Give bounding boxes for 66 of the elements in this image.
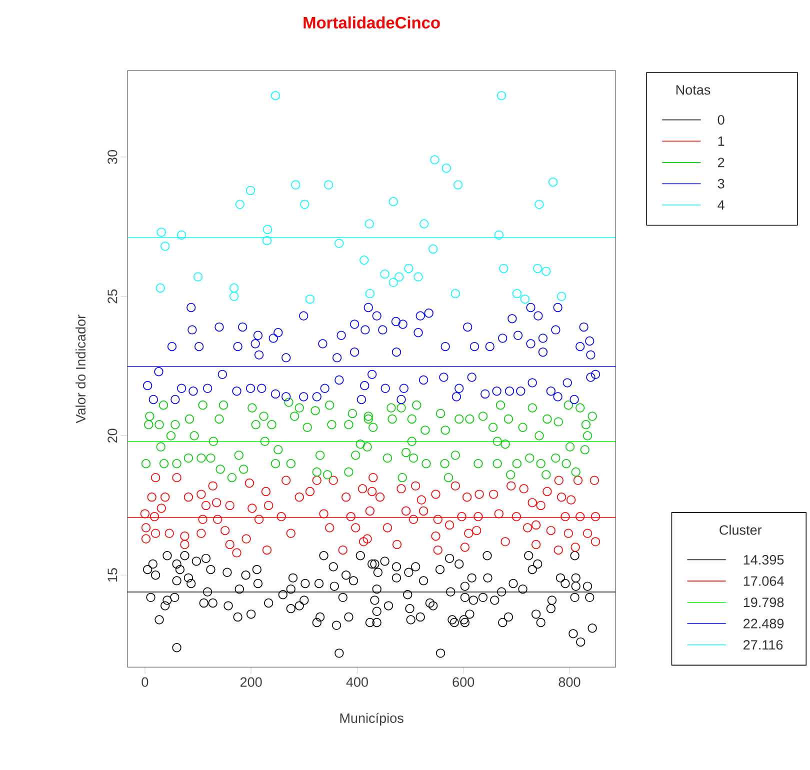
legend-title: Notas	[676, 85, 710, 95]
point	[193, 272, 203, 282]
point	[291, 180, 300, 190]
y-tick-label: 20	[108, 428, 118, 443]
text: Cluster	[720, 525, 762, 536]
point	[364, 220, 374, 229]
legend-label: 14.395	[744, 555, 784, 565]
legend-label: 2	[718, 158, 724, 168]
point	[305, 294, 315, 304]
x-tick-label: 400	[346, 677, 368, 688]
legend-label: 3	[718, 179, 724, 189]
point	[160, 242, 170, 251]
point	[246, 186, 256, 196]
point	[229, 284, 239, 293]
y-tick-label: 15	[108, 568, 118, 582]
point	[534, 200, 544, 210]
point	[300, 200, 310, 210]
point	[360, 256, 369, 265]
point	[450, 289, 460, 298]
point	[156, 284, 165, 293]
y-tick-label: 30	[108, 150, 118, 164]
point	[548, 178, 558, 187]
point	[512, 289, 522, 298]
point	[499, 264, 508, 274]
point	[262, 225, 272, 234]
legend-label: 4	[718, 200, 724, 210]
legend-label: 19.798	[744, 598, 784, 608]
point	[365, 289, 375, 298]
point	[235, 200, 245, 210]
point	[419, 220, 429, 229]
legend-label: 0	[718, 115, 724, 125]
point	[520, 294, 530, 304]
point	[156, 228, 166, 238]
point	[324, 180, 334, 190]
point	[430, 155, 440, 165]
point	[556, 292, 566, 302]
point	[494, 230, 504, 240]
legend-label: 22.489	[744, 619, 784, 629]
legend-label: 17.064	[744, 576, 784, 586]
x-tick-label: 0	[142, 677, 148, 688]
point	[270, 91, 280, 100]
point	[229, 292, 239, 302]
point	[533, 264, 542, 274]
x-tick-label: 800	[558, 677, 580, 688]
chart-title: MortalidadeCinco	[304, 16, 440, 29]
point	[334, 239, 344, 248]
x-tick-label: 600	[452, 677, 474, 688]
legend-label: 27.116	[744, 640, 783, 650]
point	[414, 272, 423, 282]
point	[380, 270, 390, 279]
x-tick-label: 200	[240, 677, 262, 688]
point	[262, 236, 272, 246]
point	[404, 264, 414, 274]
y-tick-label: 25	[108, 290, 118, 304]
point	[388, 278, 398, 288]
point	[453, 180, 463, 190]
point	[442, 164, 451, 173]
point	[394, 272, 404, 282]
point	[542, 266, 551, 276]
x-axis-title: Municípios	[340, 713, 404, 726]
point	[496, 91, 506, 100]
y-axis-title: Valor do Indicador	[76, 314, 86, 424]
point	[176, 230, 186, 240]
point	[388, 197, 398, 206]
point	[428, 244, 438, 254]
legend-label: 1	[718, 136, 724, 146]
